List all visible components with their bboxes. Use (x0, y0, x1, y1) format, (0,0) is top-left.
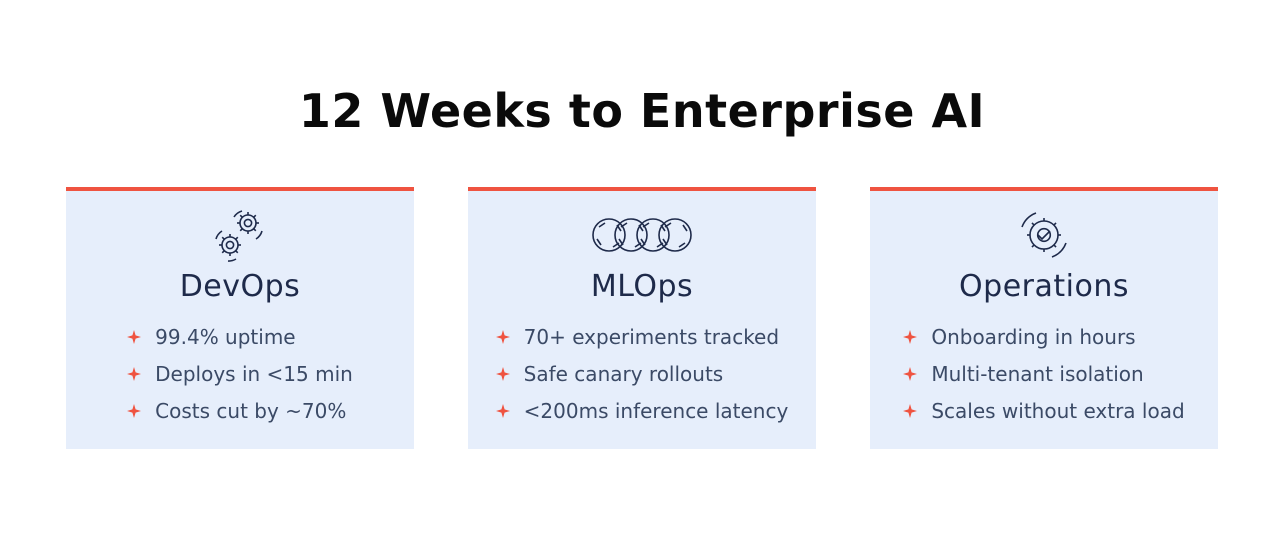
card-title: DevOps (179, 269, 301, 304)
card-item: Scales without extra load (903, 392, 1185, 429)
bullet-star (495, 403, 510, 418)
card-item-text: Scales without extra load (931, 398, 1185, 423)
page-title: 12 Weeks to Enterprise AI (298, 84, 986, 138)
bullet-star (495, 329, 510, 344)
bullet-star (127, 329, 142, 344)
bullet-star (127, 403, 142, 418)
card-item-text: 70+ experiments tracked (523, 324, 780, 349)
bullet-star (127, 366, 142, 381)
icon (215, 210, 263, 262)
card-list: 99.4% uptime Deploys in <15 min Costs cut … (127, 318, 353, 429)
card-item: 99.4% uptime (127, 318, 353, 355)
bullet-star (903, 403, 918, 418)
feature-card: DevOps 99.4% uptime Deploys in <15 min Cost… (66, 187, 414, 449)
card-item-text: 99.4% uptime (155, 324, 296, 349)
card-item: Safe canary rollouts (495, 355, 789, 392)
card-item-text: Multi-tenant isolation (931, 361, 1144, 386)
card-item: Costs cut by ~70% (127, 392, 353, 429)
card-item-text: Costs cut by ~70% (155, 398, 347, 423)
card-item: Onboarding in hours (903, 318, 1184, 355)
feature-card: Operations Onboarding in hours Multi-tenan… (870, 187, 1218, 449)
card-list: 70+ experiments tracked Safe canary rollo… (495, 318, 789, 429)
card-title: MLOps (590, 269, 694, 304)
card-item-text: Deploys in <15 min (155, 361, 353, 386)
card-item-text: Safe canary rollouts (523, 361, 724, 386)
bullet-star (903, 329, 918, 344)
bullet-star (495, 366, 510, 381)
feature-card: MLOps 70+ experiments tracked Safe canary … (468, 187, 816, 449)
card-item: 70+ experiments tracked (495, 318, 789, 355)
bullet-star (903, 366, 918, 381)
icon (1021, 212, 1067, 258)
card-item-text: Onboarding in hours (931, 324, 1136, 349)
card-title: Operations (959, 269, 1129, 304)
card-item-text: <200ms inference latency (523, 398, 789, 423)
card-item: Multi-tenant isolation (903, 355, 1184, 392)
card-list: Onboarding in hours Multi-tenant isolatio… (903, 318, 1185, 429)
icon (592, 218, 692, 252)
card-item: Deploys in <15 min (127, 355, 353, 392)
card-item: <200ms inference latency (495, 392, 789, 429)
